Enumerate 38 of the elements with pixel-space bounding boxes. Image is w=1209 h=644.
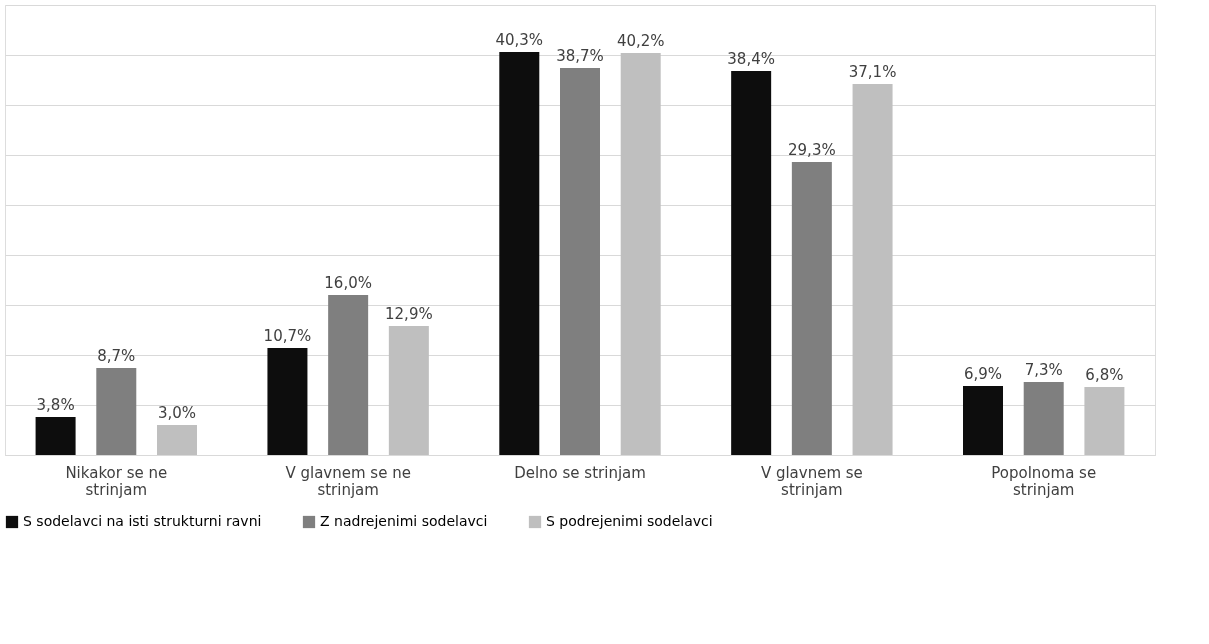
legend-label: S sodelavci na isti strukturni ravni	[23, 513, 262, 529]
data-label: 40,3%	[495, 31, 544, 49]
data-label: 12,9%	[385, 305, 433, 323]
data-label: 10,7%	[263, 327, 312, 345]
x-tick-label: Nikakor se ne strinjam	[65, 463, 168, 499]
bar	[963, 386, 1004, 455]
bar	[731, 71, 772, 455]
bar	[852, 84, 893, 455]
data-label: 6,9%	[963, 365, 1003, 383]
data-label: 8,7%	[97, 347, 136, 365]
bar	[560, 68, 600, 455]
bar	[620, 53, 661, 455]
data-label: 6,8%	[1085, 366, 1124, 384]
data-label: 40,2%	[616, 32, 665, 50]
x-tick-label: V glavnem se strinjam	[760, 463, 863, 499]
data-label: 29,3%	[788, 141, 836, 159]
data-label: 38,7%	[556, 47, 604, 65]
bar	[267, 348, 308, 455]
bar	[1084, 387, 1125, 455]
x-tick-label: Delno se strinjam	[514, 463, 646, 482]
data-label: 37,1%	[848, 63, 897, 81]
data-label: 38,4%	[727, 50, 775, 68]
data-label: 7,3%	[1024, 361, 1063, 379]
data-label: 3,8%	[36, 396, 75, 414]
data-label: 3,0%	[157, 404, 197, 422]
bar	[499, 52, 540, 455]
x-tick-label: V glavnem se ne strinjam	[285, 463, 411, 499]
bar	[96, 368, 137, 455]
bar	[1023, 382, 1064, 455]
bar	[328, 295, 369, 455]
bar	[791, 162, 832, 455]
bar	[35, 417, 76, 455]
bar	[388, 326, 429, 455]
x-tick-label: Popolnoma se strinjam	[991, 463, 1097, 499]
legend-label: Z nadrejenimi sodelavci	[320, 513, 488, 529]
data-label: 16,0%	[324, 274, 372, 292]
bar	[156, 425, 197, 455]
legend-label: S podrejenimi sodelavci	[546, 513, 713, 529]
